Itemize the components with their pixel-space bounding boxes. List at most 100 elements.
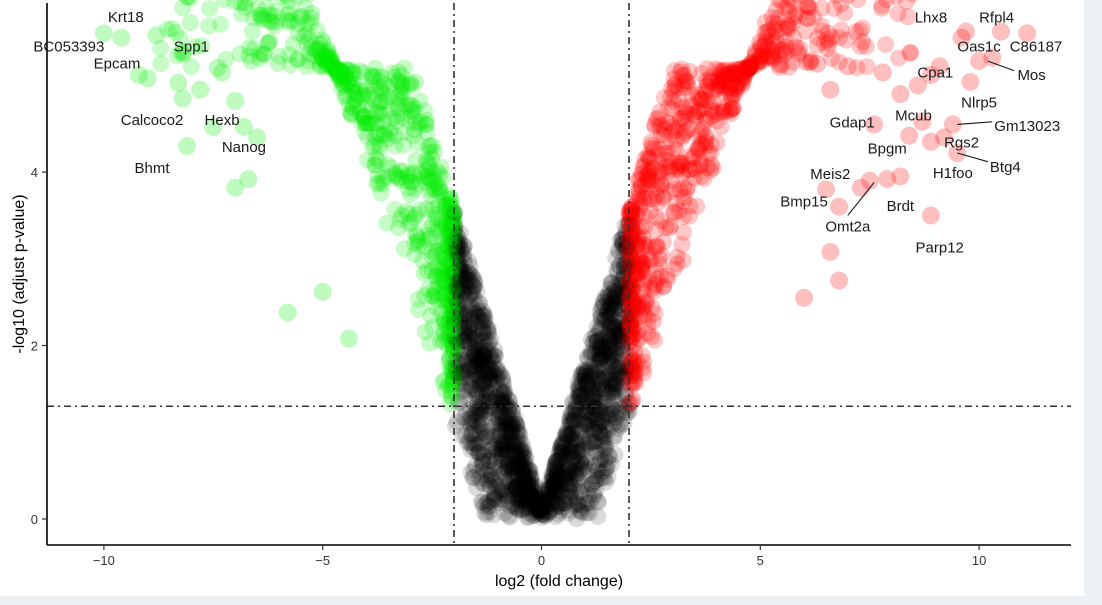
cloud-point — [624, 296, 642, 314]
gene-label: Mcub — [895, 108, 932, 125]
cloud-point — [174, 46, 192, 64]
cloud-point — [454, 268, 472, 286]
cloud-point — [484, 364, 502, 382]
cloud-point — [670, 154, 688, 172]
cloud-point — [652, 116, 670, 134]
cloud-point — [446, 417, 464, 435]
cloud-point — [424, 248, 442, 266]
cloud-point — [637, 189, 655, 207]
cloud-point — [545, 491, 563, 509]
cloud-point — [492, 428, 510, 446]
cloud-point — [564, 394, 582, 412]
cloud-point — [652, 126, 670, 144]
cloud-point — [551, 450, 569, 468]
cloud-point — [563, 431, 581, 449]
cloud-point — [547, 479, 565, 497]
cloud-point — [665, 92, 683, 110]
cloud-point — [593, 348, 611, 366]
cloud-point — [734, 73, 752, 91]
cloud-point — [587, 444, 605, 462]
cloud-point — [592, 350, 610, 368]
cloud-point — [526, 476, 544, 494]
cloud-point — [621, 208, 639, 226]
cloud-point — [560, 504, 578, 522]
cloud-point — [648, 179, 666, 197]
cloud-point — [652, 175, 670, 193]
cloud-point — [658, 271, 676, 289]
cloud-point — [600, 317, 618, 335]
cloud-point — [480, 476, 498, 494]
data-point — [873, 63, 892, 82]
cloud-point — [605, 298, 623, 316]
cloud-point — [465, 403, 483, 421]
cloud-point — [367, 114, 385, 132]
cloud-point — [510, 453, 528, 471]
cloud-point — [438, 335, 456, 353]
cloud-point — [466, 339, 484, 357]
cloud-point — [622, 240, 640, 258]
cloud-point — [608, 289, 626, 307]
cloud-point — [613, 234, 631, 252]
cloud-point — [267, 3, 285, 21]
cloud-point — [586, 400, 604, 418]
cloud-point — [647, 175, 665, 193]
cloud-point — [322, 51, 340, 69]
cloud-point — [459, 361, 477, 379]
cloud-point — [552, 458, 570, 476]
cloud-point — [890, 49, 908, 67]
cloud-point — [367, 60, 385, 78]
cloud-point — [579, 360, 597, 378]
cloud-point — [367, 150, 385, 168]
cloud-point — [561, 412, 579, 430]
cloud-point — [546, 482, 564, 500]
cloud-point — [514, 474, 532, 492]
cloud-point — [496, 410, 514, 428]
gene-label: Rfpl4 — [979, 10, 1014, 27]
cloud-point — [534, 504, 552, 522]
cloud-point — [445, 206, 463, 224]
cloud-point — [564, 429, 582, 447]
cloud-point — [622, 305, 640, 323]
cloud-point — [802, 53, 820, 71]
data-point — [213, 63, 232, 82]
cloud-point — [557, 448, 575, 466]
cloud-point — [494, 414, 512, 432]
cloud-point — [557, 426, 575, 444]
cloud-point — [485, 454, 503, 472]
cloud-point — [615, 283, 633, 301]
cloud-point — [504, 496, 522, 514]
cloud-point — [432, 241, 450, 259]
cloud-point — [444, 362, 462, 380]
gene-label: Meis2 — [810, 166, 850, 183]
cloud-point — [476, 352, 494, 370]
cloud-point — [612, 376, 630, 394]
cloud-point — [458, 353, 476, 371]
cloud-point — [433, 237, 451, 255]
cloud-point — [622, 321, 640, 339]
cloud-point — [691, 91, 709, 109]
cloud-point — [721, 84, 739, 102]
cloud-point — [784, 0, 802, 10]
cloud-point — [400, 215, 418, 233]
cloud-point — [371, 135, 389, 153]
cloud-point — [428, 258, 446, 276]
cloud-point — [419, 138, 437, 156]
cloud-point — [679, 178, 697, 196]
cloud-point — [226, 0, 244, 11]
cloud-point — [393, 108, 411, 126]
cloud-point — [578, 504, 596, 522]
cloud-point — [470, 444, 488, 462]
cloud-point — [602, 273, 620, 291]
cloud-point — [421, 181, 439, 199]
cloud-point — [755, 37, 773, 55]
cloud-point — [576, 433, 594, 451]
cloud-point — [599, 334, 617, 352]
cloud-point — [465, 345, 483, 363]
cloud-point — [715, 66, 733, 84]
cloud-point — [402, 76, 420, 94]
cloud-point — [590, 470, 608, 488]
cloud-point — [366, 156, 384, 174]
data-point — [138, 69, 157, 88]
data-point — [851, 178, 870, 197]
cloud-point — [445, 274, 463, 292]
